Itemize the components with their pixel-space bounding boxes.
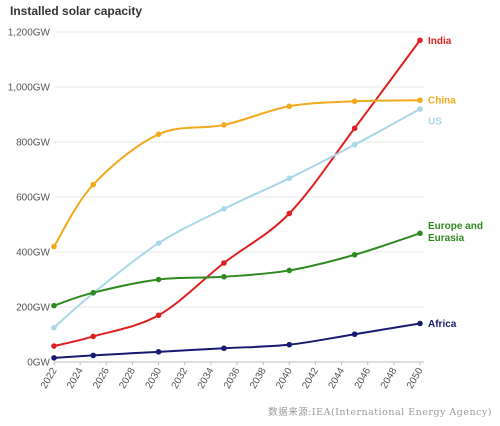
data-point-africa: [90, 352, 97, 359]
series-label-india: India: [428, 36, 452, 47]
data-point-india: [155, 312, 162, 319]
data-point-africa: [155, 349, 162, 355]
data-point-china: [90, 181, 97, 188]
chart-title: Installed solar capacity: [10, 4, 143, 18]
x-tick-label: 2038: [248, 366, 269, 391]
data-point-us: [286, 175, 293, 182]
y-tick-label: 1,200GW: [8, 28, 51, 39]
y-tick-label: 800GW: [16, 138, 50, 149]
data-point-india: [51, 343, 57, 349]
x-tick-label: 2048: [379, 366, 400, 391]
data-point-europe-and-eurasia: [286, 267, 293, 274]
data-point-china: [417, 97, 423, 103]
data-point-europe-and-eurasia: [221, 273, 227, 280]
series-labels: India China US Europe and Eurasia Africa: [428, 36, 483, 330]
data-point-china: [286, 103, 293, 110]
series-label-africa: Africa: [428, 319, 457, 330]
series-line-india: [53, 39, 421, 348]
data-point-us: [155, 240, 162, 246]
gridlines: [54, 31, 424, 363]
y-tick-label: 200GW: [16, 303, 50, 314]
x-tick-label: 2022: [39, 366, 60, 391]
data-point-africa: [51, 355, 57, 361]
data-point-india: [286, 210, 293, 217]
data-point-africa: [286, 341, 293, 348]
data-point-europe-and-eurasia: [155, 276, 162, 283]
x-tick-label: 2036: [222, 366, 243, 391]
x-tick-label: 2046: [353, 366, 374, 391]
data-point-us: [351, 141, 358, 148]
x-tick-label: 2028: [117, 366, 138, 391]
series-label-china: China: [428, 96, 456, 107]
data-point-india: [90, 333, 97, 340]
series-label-us: US: [428, 117, 442, 128]
x-tick-label: 2026: [91, 366, 112, 391]
x-tick-label: 2044: [327, 366, 348, 391]
axes: 0GW 200GW 400GW 600GW 800GW 1,000GW 1,200GW 202…: [8, 28, 426, 391]
data-point-us: [221, 206, 227, 212]
series-lines: [51, 37, 423, 361]
y-tick-label: 400GW: [16, 248, 50, 259]
data-point-africa: [417, 320, 423, 327]
data-point-europe-and-eurasia: [51, 302, 57, 309]
source-note: 数据来源:IEA(International Energy Agency): [268, 407, 492, 418]
data-point-china: [351, 98, 358, 105]
series-line-europe-and-eurasia: [53, 232, 421, 307]
x-tick-label: 2042: [300, 366, 321, 391]
y-tick-label: 1,000GW: [8, 83, 51, 94]
data-point-europe-and-eurasia: [351, 251, 358, 258]
data-point-india: [221, 260, 227, 266]
data-point-china: [51, 243, 57, 250]
x-tick-label: 2034: [196, 366, 217, 391]
y-tick-label: 600GW: [16, 193, 50, 204]
data-point-us: [417, 106, 423, 112]
data-point-china: [221, 122, 227, 128]
x-tick-label: 2050: [405, 366, 426, 391]
data-point-europe-and-eurasia: [90, 289, 97, 296]
y-tick-label: 0GW: [27, 358, 50, 369]
series-label-europe-and-eurasia: Europe and Eurasia: [428, 221, 483, 244]
x-tick-label: 2032: [170, 366, 191, 391]
series-line-china: [53, 99, 421, 248]
data-point-africa: [221, 345, 227, 352]
data-point-china: [155, 131, 162, 138]
data-point-africa: [351, 331, 358, 338]
x-tick-label: 2024: [65, 366, 86, 391]
series-line-africa: [53, 322, 421, 359]
x-tick-label: 2030: [144, 366, 165, 391]
x-tick-label: 2040: [274, 366, 295, 391]
data-point-europe-and-eurasia: [417, 230, 423, 237]
data-point-us: [51, 324, 57, 331]
data-point-india: [351, 125, 358, 132]
data-point-india: [417, 37, 423, 44]
